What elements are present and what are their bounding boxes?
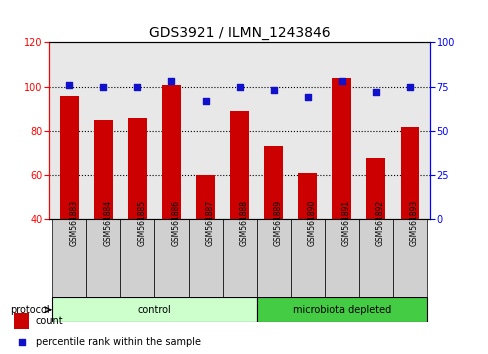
Bar [332, 78, 350, 219]
Text: GSM561893: GSM561893 [409, 200, 418, 246]
Bar [392, 219, 426, 297]
Point [65, 82, 73, 88]
Bar [256, 219, 290, 297]
Bar [94, 120, 113, 219]
Text: GSM561890: GSM561890 [307, 200, 316, 246]
Bar [264, 147, 283, 219]
Bar [188, 219, 222, 297]
Text: GSM561884: GSM561884 [103, 200, 112, 246]
Bar [230, 111, 248, 219]
Point [235, 84, 243, 90]
Bar [324, 219, 358, 297]
Bar [52, 297, 256, 322]
Point [337, 79, 345, 84]
Bar [162, 85, 181, 219]
Bar [120, 219, 154, 297]
Point [133, 84, 141, 90]
Point [269, 87, 277, 93]
Bar [366, 158, 385, 219]
Bar [400, 126, 418, 219]
Point [18, 340, 25, 346]
Point [167, 79, 175, 84]
Point [303, 95, 311, 100]
Point [99, 84, 107, 90]
Text: GSM561891: GSM561891 [341, 200, 350, 246]
Bar [196, 175, 215, 219]
Bar [358, 219, 392, 297]
Text: count: count [36, 316, 63, 326]
Bar [15, 313, 28, 329]
Bar [60, 96, 79, 219]
Text: GSM561886: GSM561886 [171, 200, 180, 246]
Text: control: control [137, 305, 171, 315]
Bar [290, 219, 324, 297]
Bar [52, 219, 86, 297]
Text: GSM561892: GSM561892 [375, 200, 384, 246]
Bar [256, 297, 426, 322]
Text: microbiota depleted: microbiota depleted [292, 305, 390, 315]
Bar [222, 219, 256, 297]
Bar [154, 219, 188, 297]
Bar [86, 219, 120, 297]
Bar [298, 173, 316, 219]
Point [405, 84, 413, 90]
Text: GSM561885: GSM561885 [137, 200, 146, 246]
Text: protocol: protocol [10, 305, 49, 315]
Point [201, 98, 209, 104]
Text: GSM561887: GSM561887 [205, 200, 214, 246]
Text: percentile rank within the sample: percentile rank within the sample [36, 337, 200, 348]
Title: GDS3921 / ILMN_1243846: GDS3921 / ILMN_1243846 [148, 26, 330, 40]
Text: GSM561889: GSM561889 [273, 200, 282, 246]
Point [371, 89, 379, 95]
Text: GSM561888: GSM561888 [239, 200, 248, 246]
Text: GSM561883: GSM561883 [69, 200, 78, 246]
Bar [128, 118, 146, 219]
